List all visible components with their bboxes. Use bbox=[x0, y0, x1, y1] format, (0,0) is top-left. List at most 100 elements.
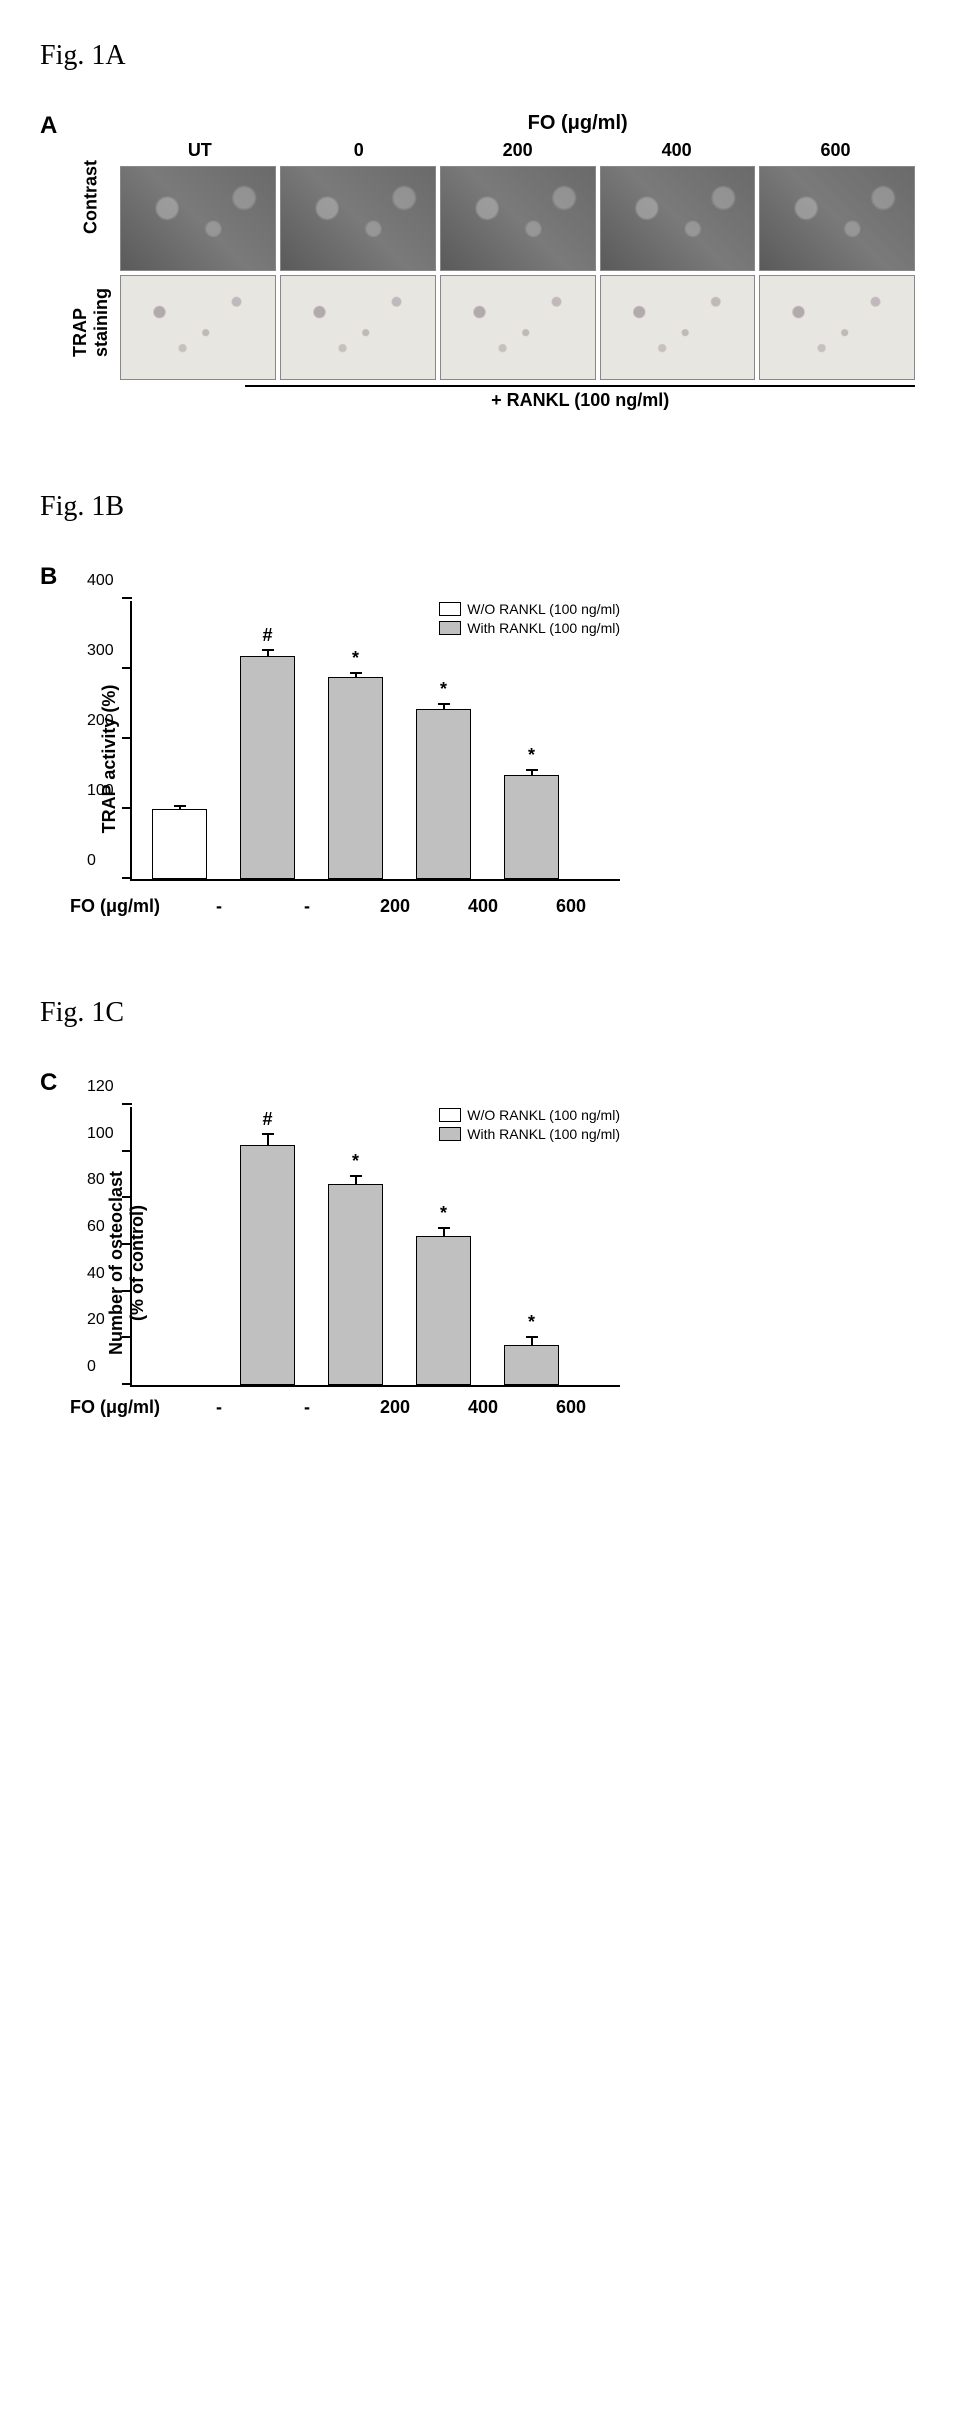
x-label: 400 bbox=[439, 896, 527, 917]
y-tick-label: 100 bbox=[87, 1125, 114, 1143]
y-tick-label: 80 bbox=[87, 1171, 105, 1189]
figure-1c: Fig. 1C C W/O RANKL (100 ng/ml) With RAN… bbox=[40, 997, 915, 1418]
row-label-trap: TRAP staining bbox=[70, 257, 112, 357]
microscopy-image bbox=[280, 275, 436, 380]
error-cap bbox=[262, 1133, 274, 1135]
error-bar bbox=[531, 771, 533, 775]
figure-1b: Fig. 1B B W/O RANKL (100 ng/ml) With RAN… bbox=[40, 491, 915, 917]
bar bbox=[152, 809, 207, 879]
microscopy-image bbox=[759, 275, 915, 380]
y-tick-label: 40 bbox=[87, 1265, 105, 1283]
y-axis-label-b: TRAP activity (%) bbox=[99, 685, 120, 834]
y-tick-label: 0 bbox=[87, 852, 96, 870]
chart-area-b: 0100200300400#*** bbox=[130, 601, 620, 881]
significance-marker: # bbox=[262, 1109, 272, 1130]
panel-a-content: A Contrast TRAP staining FO (μg/ml) UT 0… bbox=[40, 112, 915, 411]
microscopy-image bbox=[120, 275, 276, 380]
error-cap bbox=[350, 1175, 362, 1177]
x-label: 600 bbox=[527, 1397, 615, 1418]
bar bbox=[240, 1145, 295, 1385]
column-headers: UT 0 200 400 600 bbox=[120, 140, 915, 161]
chart-area-c: 020406080100120#*** bbox=[130, 1107, 620, 1387]
row-label-contrast: Contrast bbox=[70, 147, 112, 247]
bar bbox=[416, 1236, 471, 1385]
x-label: 400 bbox=[439, 1397, 527, 1418]
y-tick-label: 200 bbox=[87, 712, 114, 730]
significance-marker: * bbox=[352, 648, 359, 669]
bar bbox=[504, 775, 559, 879]
significance-marker: * bbox=[440, 679, 447, 700]
y-tick bbox=[122, 1150, 132, 1152]
y-tick bbox=[122, 1290, 132, 1292]
col-header: 400 bbox=[597, 140, 756, 161]
rankl-label: + RANKL (100 ng/ml) bbox=[245, 385, 915, 411]
y-tick bbox=[122, 1243, 132, 1245]
x-label: 200 bbox=[351, 1397, 439, 1418]
microscopy-image bbox=[600, 275, 756, 380]
y-tick bbox=[122, 667, 132, 669]
error-cap bbox=[526, 1336, 538, 1338]
col-header: 600 bbox=[756, 140, 915, 161]
y-tick bbox=[122, 1383, 132, 1385]
bar bbox=[328, 677, 383, 879]
y-tick bbox=[122, 1196, 132, 1198]
y-tick bbox=[122, 597, 132, 599]
bar bbox=[416, 709, 471, 879]
col-header: UT bbox=[120, 140, 279, 161]
error-cap bbox=[526, 769, 538, 771]
x-label: - bbox=[175, 1397, 263, 1418]
microscopy-image bbox=[600, 166, 756, 271]
y-tick-label: 20 bbox=[87, 1311, 105, 1329]
microscopy-image bbox=[120, 166, 276, 271]
x-label: 600 bbox=[527, 896, 615, 917]
chart-c: W/O RANKL (100 ng/ml) With RANKL (100 ng… bbox=[70, 1107, 620, 1418]
microscopy-image bbox=[759, 166, 915, 271]
figure-1a: Fig. 1A A Contrast TRAP staining FO (μg/… bbox=[40, 40, 915, 411]
x-label: 200 bbox=[351, 896, 439, 917]
error-bar bbox=[355, 674, 357, 678]
y-tick bbox=[122, 807, 132, 809]
y-tick bbox=[122, 737, 132, 739]
trap-row bbox=[120, 275, 915, 380]
y-tick-label: 300 bbox=[87, 642, 114, 660]
microscopy-image bbox=[440, 275, 596, 380]
col-header: 0 bbox=[279, 140, 438, 161]
error-cap bbox=[262, 649, 274, 651]
error-bar bbox=[267, 651, 269, 657]
panel-label-b: B bbox=[40, 563, 915, 591]
y-tick-label: 60 bbox=[87, 1218, 105, 1236]
microscopy-image bbox=[440, 166, 596, 271]
figure-title-b: Fig. 1B bbox=[40, 491, 915, 523]
y-tick bbox=[122, 1103, 132, 1105]
figure-title-a: Fig. 1A bbox=[40, 40, 915, 72]
bar bbox=[240, 656, 295, 879]
y-tick-label: 120 bbox=[87, 1078, 114, 1096]
row-labels: Contrast TRAP staining bbox=[70, 142, 112, 362]
rankl-underline: + RANKL (100 ng/ml) bbox=[245, 385, 915, 411]
error-cap bbox=[438, 703, 450, 705]
y-tick-label: 100 bbox=[87, 782, 114, 800]
significance-marker: # bbox=[262, 625, 272, 646]
error-bar bbox=[443, 705, 445, 709]
significance-marker: * bbox=[528, 1312, 535, 1333]
y-tick-label: 0 bbox=[87, 1358, 96, 1376]
x-label: - bbox=[263, 1397, 351, 1418]
error-bar bbox=[443, 1229, 445, 1236]
error-bar bbox=[267, 1135, 269, 1144]
figure-title-c: Fig. 1C bbox=[40, 997, 915, 1029]
significance-marker: * bbox=[352, 1151, 359, 1172]
significance-marker: * bbox=[528, 745, 535, 766]
error-bar bbox=[179, 807, 181, 809]
contrast-row bbox=[120, 166, 915, 271]
y-tick-label: 400 bbox=[87, 572, 114, 590]
bar bbox=[504, 1345, 559, 1385]
image-grid: FO (μg/ml) UT 0 200 400 600 bbox=[120, 112, 915, 411]
error-bar bbox=[355, 1177, 357, 1184]
error-bar bbox=[531, 1338, 533, 1345]
fo-header: FO (μg/ml) bbox=[240, 112, 915, 135]
error-cap bbox=[174, 805, 186, 807]
y-tick bbox=[122, 1336, 132, 1338]
y-tick bbox=[122, 877, 132, 879]
x-label: - bbox=[263, 896, 351, 917]
error-cap bbox=[350, 672, 362, 674]
